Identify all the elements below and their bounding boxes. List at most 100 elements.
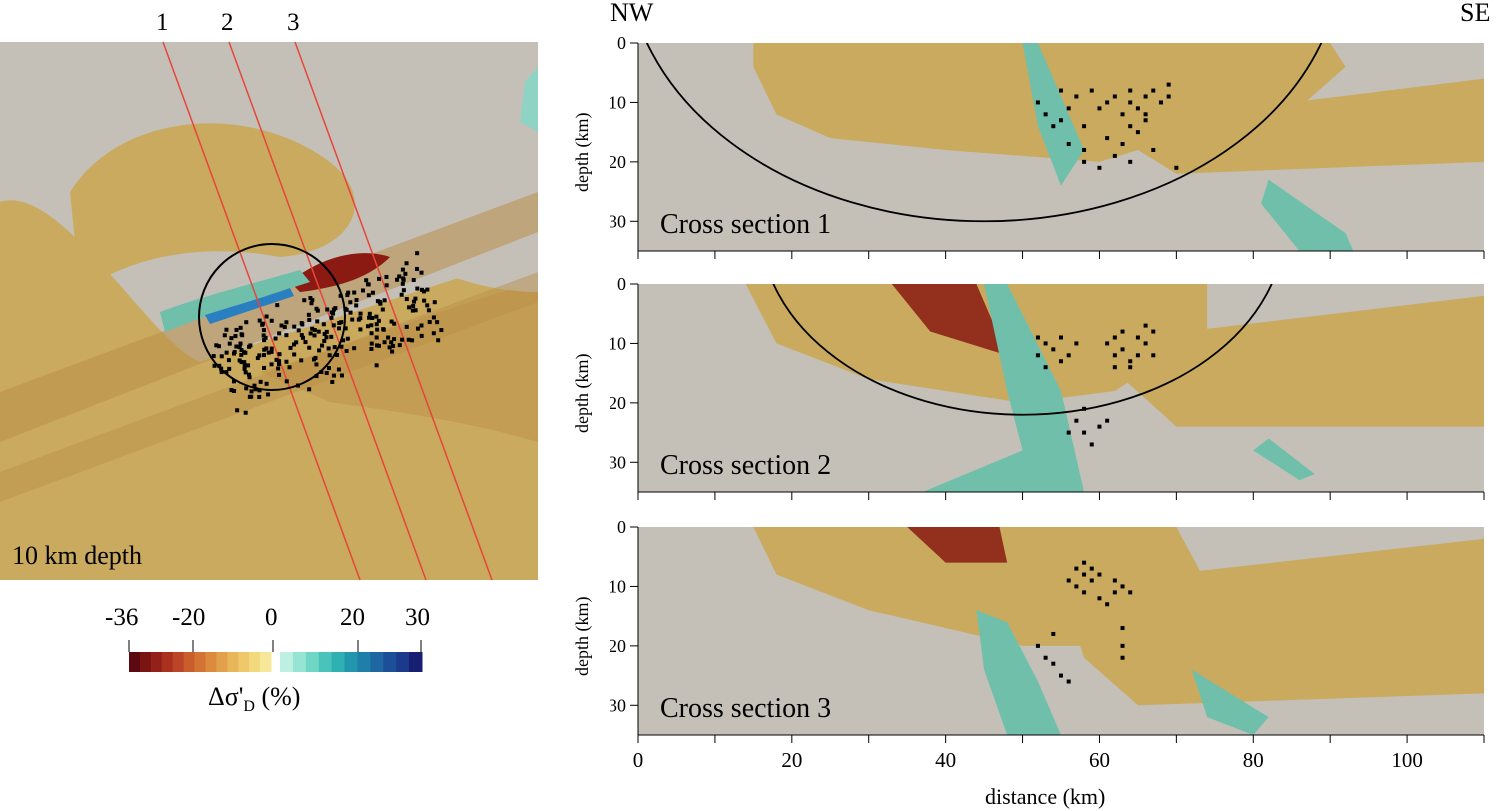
- map-epicenter: [335, 352, 340, 357]
- map-epicenter: [403, 271, 408, 276]
- map-epicenter: [279, 323, 284, 328]
- map-epicenter: [330, 379, 335, 384]
- map-epicenter: [299, 358, 304, 363]
- map-epicenter: [247, 372, 252, 377]
- map-epicenter: [277, 352, 282, 357]
- profile-label-2: 2: [221, 9, 234, 36]
- map-epicenter: [224, 350, 229, 355]
- map-epicenter: [239, 332, 244, 337]
- map-epicenter: [247, 375, 252, 380]
- hypocenter: [1097, 165, 1102, 170]
- map-epicenter: [329, 334, 334, 339]
- map-epicenter: [261, 328, 266, 333]
- hypocenter: [1082, 560, 1087, 565]
- map-epicenter: [339, 373, 344, 378]
- colorbar-swatch: [194, 652, 206, 672]
- hypocenter: [1105, 418, 1110, 423]
- map-epicenter: [389, 319, 394, 324]
- map-epicenter: [404, 261, 409, 266]
- colorbar-swatch: [183, 652, 196, 672]
- map-epicenter: [262, 338, 267, 343]
- colorbar-positive-segment: [280, 652, 423, 672]
- map-epicenter: [374, 314, 379, 319]
- map-epicenter: [262, 347, 267, 352]
- map-epicenter: [339, 320, 344, 325]
- colorbar-swatch: [318, 652, 333, 672]
- map-epicenter: [431, 315, 436, 320]
- map-epicenter: [413, 296, 418, 301]
- colorbar-swatch: [370, 652, 384, 672]
- hypocenter: [1151, 329, 1156, 334]
- map-epicenter: [320, 343, 325, 348]
- map-epicenter: [269, 346, 274, 351]
- hypocenter: [1059, 88, 1063, 93]
- map-epicenter: [413, 308, 418, 313]
- hypocenter: [1035, 100, 1040, 105]
- section-title: Cross section 1: [660, 209, 831, 240]
- hypocenter: [1074, 341, 1079, 346]
- teal-lobe: [976, 610, 1061, 735]
- y-tick-label: 20: [610, 636, 626, 656]
- map-epicenter: [227, 341, 232, 346]
- hypocenter: [1128, 124, 1133, 129]
- map-epicenter: [332, 345, 337, 350]
- hypocenter: [1097, 596, 1102, 601]
- map-epicenter: [266, 392, 271, 397]
- map-epicenter: [392, 321, 397, 326]
- map-epicenter: [238, 341, 243, 346]
- x-tick-label: 80: [1243, 748, 1264, 772]
- hypocenter: [1059, 359, 1063, 364]
- hypocenter: [1143, 341, 1148, 346]
- map-epicenter: [401, 277, 406, 282]
- map-epicenter: [374, 363, 379, 368]
- hypocenter: [1074, 418, 1079, 423]
- map-epicenter: [360, 288, 365, 293]
- map-epicenter: [387, 345, 392, 350]
- hypocenter: [1051, 124, 1056, 129]
- orientation-nw: NW: [610, 0, 654, 27]
- map-epicenters: [211, 251, 444, 415]
- hypocenter: [1082, 406, 1087, 411]
- hypocenter: [1158, 100, 1163, 105]
- map-epicenter: [284, 379, 289, 384]
- map-epicenter: [219, 370, 224, 375]
- map-epicenter: [348, 310, 353, 315]
- hypocenter: [1166, 82, 1171, 87]
- hypocenter: [1151, 353, 1156, 358]
- map-epicenter: [400, 337, 405, 342]
- y-tick-label: 30: [610, 695, 626, 715]
- map-epicenter: [392, 337, 397, 342]
- map-epicenter: [365, 324, 370, 329]
- map-fault-band: [0, 192, 538, 442]
- map-epicenter: [415, 326, 420, 331]
- map-epicenter: [243, 350, 248, 355]
- hypocenter: [1128, 359, 1133, 364]
- section-title: Cross section 3: [660, 693, 831, 724]
- map-epicenter: [369, 323, 374, 328]
- x-tick-label: 20: [781, 748, 802, 772]
- map-epicenter: [264, 346, 269, 351]
- map-epicenter: [381, 327, 386, 332]
- hypocenter: [1035, 335, 1040, 340]
- map-epicenter: [229, 388, 234, 393]
- map-epicenter: [354, 298, 359, 303]
- teal-lobe: [1191, 669, 1269, 735]
- hypocenter: [1066, 106, 1071, 111]
- map-epicenter: [339, 344, 344, 349]
- map-epicenter: [235, 408, 240, 413]
- hypocenter: [1035, 353, 1040, 358]
- y-tick-label: 10: [610, 576, 626, 596]
- map-epicenter: [352, 346, 357, 351]
- map-epicenter: [382, 298, 387, 303]
- map-epicenter: [322, 331, 327, 336]
- map-epicenter: [329, 315, 334, 320]
- map-epicenter: [242, 363, 247, 368]
- cross-section-2-ylabel: depth (km): [572, 353, 592, 433]
- map-epicenter: [341, 338, 346, 343]
- colorbar-title-sub: D: [243, 698, 255, 716]
- section-title: Cross section 2: [660, 450, 831, 481]
- colorbar-swatch: [172, 652, 185, 672]
- map-epicenter: [263, 335, 268, 340]
- map-epicenter: [248, 343, 253, 348]
- map-epicenter: [264, 381, 269, 386]
